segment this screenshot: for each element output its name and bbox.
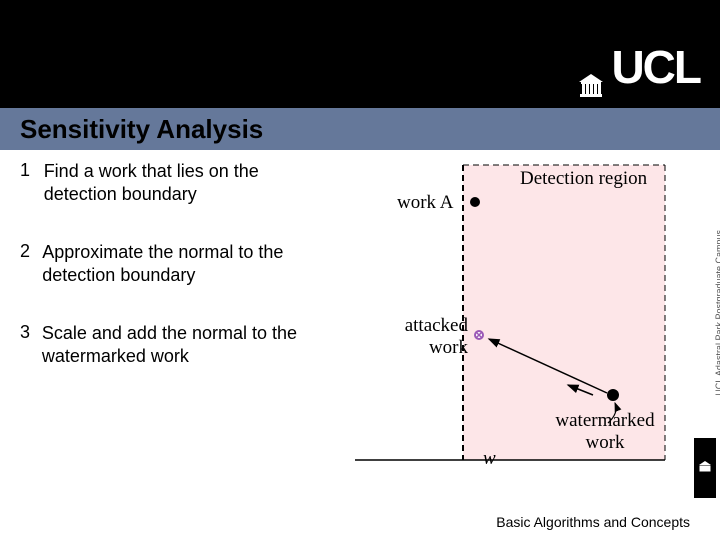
step-row: 1 Find a work that lies on the detection… bbox=[20, 160, 320, 205]
step-text: Approximate the normal to the detection … bbox=[42, 241, 320, 286]
step-number: 1 bbox=[20, 160, 44, 205]
steps-list: 1 Find a work that lies on the detection… bbox=[20, 160, 320, 403]
page-title: Sensitivity Analysis bbox=[20, 114, 263, 145]
label-w-vector: w bbox=[483, 448, 496, 470]
step-text: Find a work that lies on the detection b… bbox=[44, 160, 320, 205]
logo-text: UCL bbox=[611, 40, 700, 94]
point-watermarked bbox=[607, 389, 619, 401]
label-work-a: work A bbox=[397, 192, 453, 214]
step-text: Scale and add the normal to the watermar… bbox=[42, 322, 320, 367]
step-number: 3 bbox=[20, 322, 42, 367]
point-work-a bbox=[470, 197, 480, 207]
label-detection-region: Detection region bbox=[520, 168, 647, 190]
step-number: 2 bbox=[20, 241, 42, 286]
label-attacked-work: attacked work bbox=[390, 315, 468, 359]
title-bar: Sensitivity Analysis bbox=[0, 108, 720, 150]
step-row: 3 Scale and add the normal to the waterm… bbox=[20, 322, 320, 367]
side-campus-text: UCL Adastral Park Postgraduate Campus bbox=[714, 230, 720, 396]
label-watermarked-work: watermarked work bbox=[545, 410, 665, 454]
step-row: 2 Approximate the normal to the detectio… bbox=[20, 241, 320, 286]
building-icon bbox=[577, 55, 605, 79]
diagram: Detection region work A attacked work wa… bbox=[355, 160, 685, 490]
side-ucl-logo bbox=[694, 438, 716, 498]
ucl-logo: UCL bbox=[577, 40, 700, 94]
footer-text: Basic Algorithms and Concepts bbox=[496, 514, 690, 530]
